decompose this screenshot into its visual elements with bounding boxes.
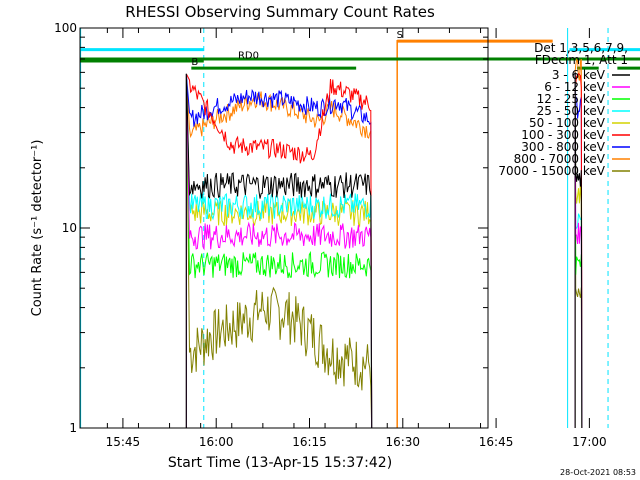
y-tick-label: 1 [69,421,77,435]
legend: Det 1,3,5,6,7,9, FDecim 1, Att 1 3 - 6 k… [498,41,630,178]
legend-header-line-2: FDecim 1, Att 1 [535,53,628,67]
y-tick-label: 10 [62,221,77,235]
x-tick-label: 16:45 [479,435,514,449]
axis-layer: 11010015:4516:0016:1516:3016:4517:0017:1… [54,21,607,449]
annotation-rd0: RD0 [238,50,259,61]
x-tick-label: 17:00 [572,435,607,449]
legend-label: 800 - 7000 keV [514,152,606,166]
plot-layer: RD0 B S [80,27,640,429]
series-segment-1 [185,73,373,429]
series-3to6keV-kev [185,72,583,429]
plot-frame [79,27,489,429]
series-segment-1 [185,73,373,429]
legend-label: 6 - 12 keV [544,80,606,94]
legend-label: 3 - 6 keV [552,68,606,82]
x-axis-label: Start Time (13-Apr-15 15:37:42) [168,455,392,471]
x-tick-label: 16:00 [199,435,234,449]
y-axis-label: Count Rate (s⁻¹ detector⁻¹) [30,140,45,317]
series-segment-1 [185,73,373,429]
legend-label: 12 - 25 keV [537,92,606,106]
series-segment-1 [185,73,373,429]
annotation-b: B [191,57,198,68]
x-tick-label: 15:45 [106,435,141,449]
series-segment-2 [574,58,583,429]
series-segment-1 [185,73,373,429]
x-tick-label: 16:30 [385,435,420,449]
x-tick-label: 16:15 [292,435,327,449]
series-segment-2 [574,72,583,429]
legend-header-line-1: Det 1,3,5,6,7,9, [534,41,628,55]
legend-label: 300 - 800 keV [521,140,605,154]
legend-label: 50 - 100 keV [529,116,606,130]
series-segment-1 [185,73,373,429]
legend-label: 100 - 300 keV [521,128,605,142]
timestamp: 28-Oct-2021 08:53 [560,468,636,477]
legend-label: 25 - 50 keV [537,104,606,118]
legend-label: 7000 - 15000 keV [498,164,605,178]
series-segment-1 [185,73,373,429]
y-tick-label: 100 [54,21,77,35]
annotation-s: S [397,30,403,41]
chart-title: RHESSI Observing Summary Count Rates [125,3,435,21]
series-segment-1 [185,73,373,429]
